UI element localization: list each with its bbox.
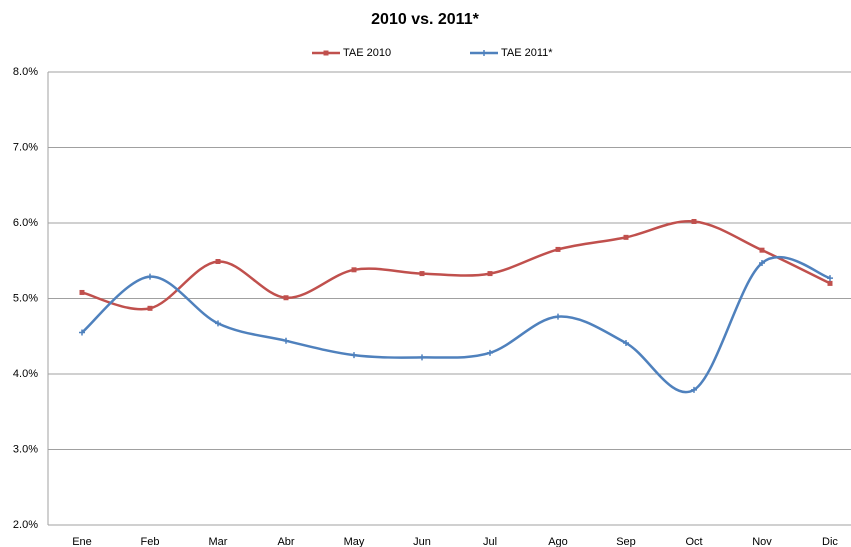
marker [487,271,493,277]
series-line [81,220,831,311]
series-line [81,255,831,394]
y-tick-label: 6.0% [13,217,38,229]
marker [283,337,289,344]
marker [215,320,221,327]
x-tick-label: Ago [548,536,568,547]
marker [419,271,425,277]
y-tick-label: 2.0% [13,519,38,531]
x-tick-label: Abr [277,536,294,547]
legend-marker [323,50,329,56]
x-tick-label: Jun [413,536,431,547]
marker [283,295,289,301]
y-tick-label: 8.0% [13,66,38,78]
x-tick-label: May [344,536,365,547]
x-tick-label: Dic [822,536,838,547]
marker [623,340,629,347]
marker [691,218,697,224]
x-tick-label: Jul [483,536,497,547]
marker [215,259,221,265]
legend-label: TAE 2010 [343,47,391,59]
y-tick-label: 4.0% [13,368,38,380]
marker [351,352,357,359]
y-tick-label: 3.0% [13,443,38,455]
marker [351,267,357,273]
marker [827,280,833,286]
legend-label: TAE 2011* [501,47,553,59]
x-tick-label: Oct [685,536,702,547]
marker [147,273,153,280]
y-tick-label: 5.0% [13,292,38,304]
y-tick-label: 7.0% [13,141,38,153]
x-tick-label: Feb [141,536,160,547]
marker [79,329,85,336]
x-tick-label: Nov [752,536,772,547]
marker [555,246,561,252]
x-tick-label: Ene [72,536,92,547]
legend-marker [481,50,487,56]
marker [759,247,765,253]
marker [555,313,561,320]
marker [827,275,833,282]
marker [691,386,697,393]
marker [623,234,629,240]
marker [147,305,153,311]
marker [487,349,493,356]
x-tick-label: Mar [209,536,228,547]
x-tick-label: Sep [616,536,636,547]
marker [419,354,425,361]
marker [79,289,85,295]
marker [759,260,765,267]
chart-title: 2010 vs. 2011* [371,11,479,28]
